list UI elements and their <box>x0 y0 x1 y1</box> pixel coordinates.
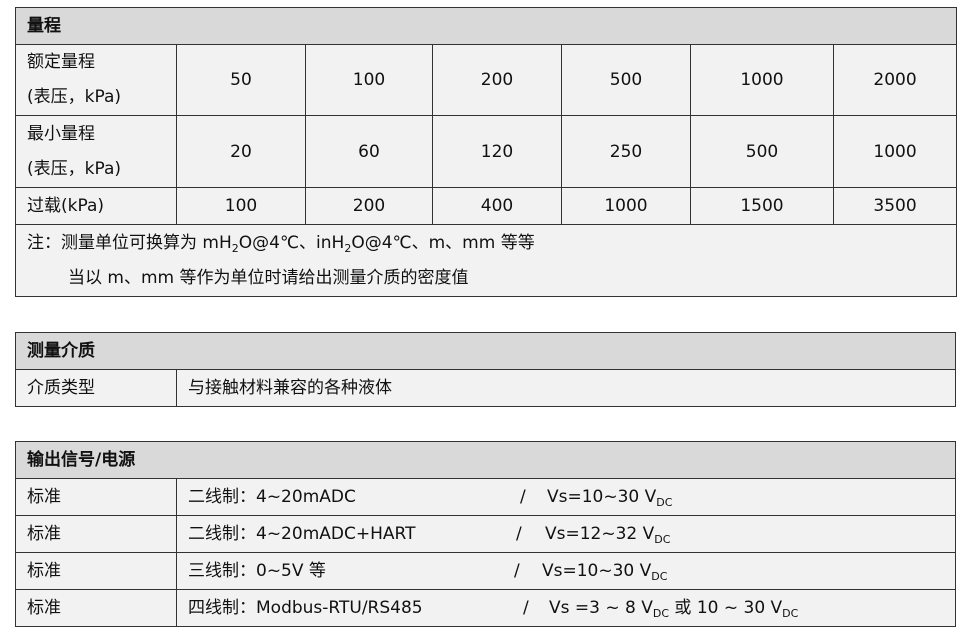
row-label: 标准 <box>15 515 177 553</box>
cell: 1500 <box>690 187 834 225</box>
table-row: 额定量程 (表压，kPa) 50 100 200 500 1000 2000 <box>15 44 958 116</box>
range-table: 量程 额定量程 (表压，kPa) 50 100 200 500 1000 2000… <box>14 7 958 297</box>
table-row: 标准 三线制：0~5V 等 / Vs=10~30 VDC <box>15 552 956 590</box>
cell: 1000 <box>832 115 958 188</box>
cell: 500 <box>690 115 834 188</box>
row-label: 标准 <box>15 589 177 627</box>
row-label: 标准 <box>15 552 177 590</box>
row-label: 标准 <box>15 478 177 516</box>
cell: 四线制：Modbus-RTU/RS485/Vs =3 ~ 8 VDC 或 10 … <box>176 589 956 627</box>
row-label: 额定量程 (表压，kPa) <box>15 44 177 116</box>
cell: 三线制：0~5V 等 / Vs=10~30 VDC <box>176 552 956 590</box>
cell: 3500 <box>832 187 958 225</box>
row-label: 介质类型 <box>15 369 177 407</box>
note: 注：测量单位可换算为 mH2O@4℃、inH2O@4℃、m、mm 等等 当以 m… <box>14 224 958 297</box>
cell: 二线制：4~20mADC / Vs=10~30 VDC <box>176 478 956 516</box>
table-row: 标准 二线制：4~20mADC / Vs=10~30 VDC <box>15 478 956 516</box>
cell: 100 <box>176 187 306 225</box>
cell: 200 <box>305 187 433 225</box>
table-row: 介质类型 与接触材料兼容的各种液体 <box>15 369 956 407</box>
medium-table: 测量介质 介质类型 与接触材料兼容的各种液体 <box>15 332 956 407</box>
cell: 60 <box>305 115 433 188</box>
cell: 二线制：4~20mADC+HART / Vs=12~32 VDC <box>176 515 956 553</box>
cell: 100 <box>305 44 433 116</box>
row-label: 最小量程 (表压，kPa) <box>15 115 177 188</box>
cell: 120 <box>432 115 562 188</box>
table-row: 过载(kPa) 100 200 400 1000 1500 3500 <box>15 187 958 225</box>
table-row: 最小量程 (表压，kPa) 20 60 120 250 500 1000 <box>15 115 958 188</box>
medium-title: 测量介质 <box>15 332 956 370</box>
cell: 1000 <box>561 187 691 225</box>
cell: 1000 <box>690 44 834 116</box>
range-title: 量程 <box>14 7 958 45</box>
cell: 250 <box>561 115 691 188</box>
cell: 50 <box>176 44 306 116</box>
row-label: 过载(kPa) <box>15 187 177 225</box>
cell: 20 <box>176 115 306 188</box>
output-title: 输出信号/电源 <box>15 441 956 479</box>
cell: 2000 <box>832 44 958 116</box>
table-row: 标准 四线制：Modbus-RTU/RS485/Vs =3 ~ 8 VDC 或 … <box>15 589 956 627</box>
cell: 与接触材料兼容的各种液体 <box>176 369 956 407</box>
cell: 400 <box>432 187 562 225</box>
table-row: 标准 二线制：4~20mADC+HART / Vs=12~32 VDC <box>15 515 956 553</box>
cell: 500 <box>561 44 691 116</box>
cell: 200 <box>432 44 562 116</box>
output-table: 输出信号/电源 标准 二线制：4~20mADC / Vs=10~30 VDC 标准 … <box>15 441 956 627</box>
